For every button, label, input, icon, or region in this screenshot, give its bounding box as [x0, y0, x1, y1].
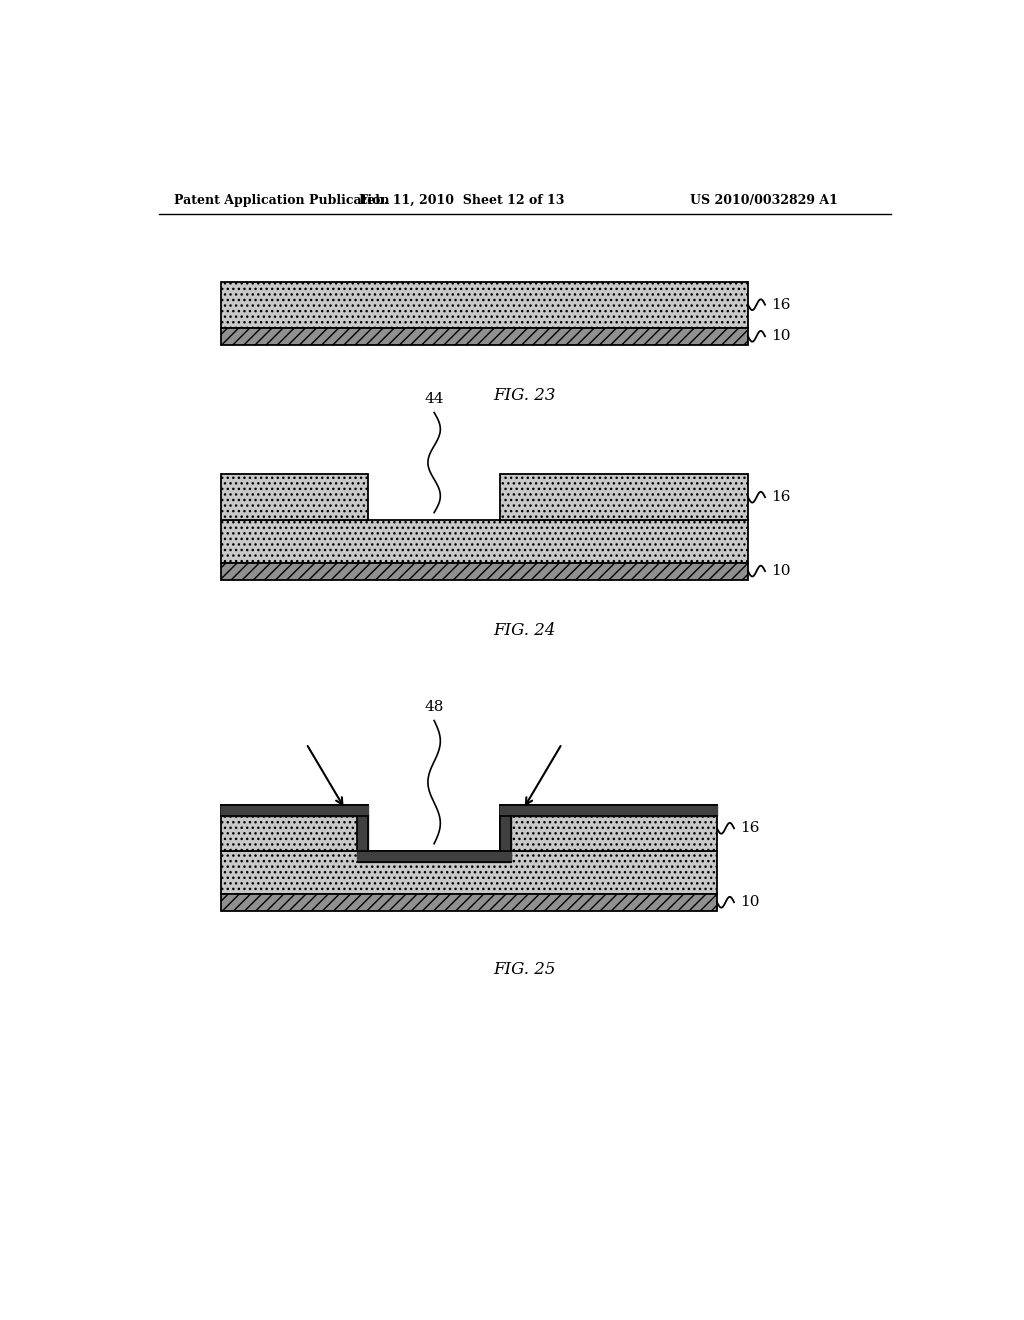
Text: 48: 48: [424, 700, 443, 714]
Bar: [500, 805, 717, 816]
Bar: [221, 520, 748, 562]
Text: 16: 16: [771, 298, 791, 312]
Text: FIG. 24: FIG. 24: [494, 622, 556, 639]
Text: 16: 16: [740, 821, 760, 836]
Bar: [221, 805, 369, 851]
Text: FIG. 25: FIG. 25: [494, 961, 556, 978]
Text: 16: 16: [771, 490, 791, 504]
Bar: [221, 894, 717, 911]
Bar: [221, 851, 717, 894]
Text: FIG. 23: FIG. 23: [494, 387, 556, 404]
Bar: [221, 474, 369, 520]
Bar: [221, 562, 748, 579]
Bar: [500, 805, 717, 851]
Text: 10: 10: [771, 329, 791, 343]
Bar: [357, 851, 511, 862]
Bar: [357, 816, 369, 851]
Text: Feb. 11, 2010  Sheet 12 of 13: Feb. 11, 2010 Sheet 12 of 13: [358, 194, 564, 207]
Text: 10: 10: [740, 895, 760, 909]
Bar: [221, 805, 369, 816]
Text: US 2010/0032829 A1: US 2010/0032829 A1: [689, 194, 838, 207]
Text: 10: 10: [771, 564, 791, 578]
Text: Patent Application Publication: Patent Application Publication: [174, 194, 390, 207]
Bar: [221, 281, 748, 327]
Bar: [221, 327, 748, 345]
Bar: [500, 816, 511, 851]
Bar: [500, 474, 748, 520]
Text: 44: 44: [424, 392, 443, 405]
